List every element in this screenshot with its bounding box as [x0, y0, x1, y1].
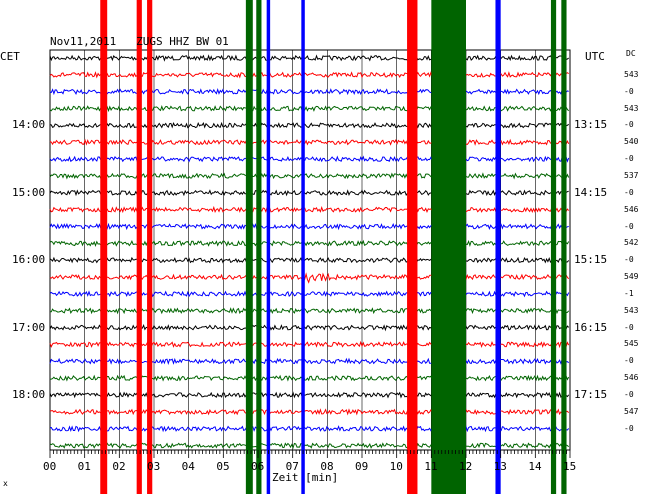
x-axis-label: Zeit [min] — [272, 471, 339, 484]
x-tick-label: 07 — [285, 460, 299, 473]
saturated-bands — [100, 0, 567, 494]
dc-value: -0 — [624, 187, 634, 197]
trace-line — [49, 256, 570, 264]
x-axis-ticks — [49, 450, 571, 458]
left-timezone-label: CET — [0, 50, 20, 63]
dc-value: -0 — [624, 356, 634, 366]
trace-line — [49, 425, 570, 433]
trace-line — [49, 272, 570, 284]
right-time-label: 17:15 — [574, 388, 608, 401]
x-tick-label: 10 — [389, 460, 403, 473]
x-tick-label: 14 — [528, 460, 542, 473]
saturated-band — [147, 0, 153, 494]
x-tick-label: 09 — [355, 460, 369, 473]
saturated-band — [301, 0, 305, 494]
right-time-label: 13:15 — [574, 118, 608, 132]
saturated-band — [407, 0, 418, 494]
trace-line — [49, 357, 570, 366]
chart-title: Nov11,2011 ZUGS HHZ BW 01 — [50, 35, 229, 48]
dc-value: 537 — [624, 170, 639, 180]
x-tick-label: 12 — [459, 460, 473, 473]
dc-value: 547 — [624, 406, 639, 416]
dc-value: -0 — [624, 221, 634, 231]
x-tick-label: 04 — [181, 460, 195, 473]
trace-line — [49, 340, 570, 349]
saturated-band — [256, 0, 262, 494]
right-time-label: 15:15 — [574, 253, 608, 267]
saturated-band — [431, 0, 466, 494]
trace-line — [49, 442, 570, 450]
dc-value: 542 — [624, 238, 639, 248]
saturated-band — [245, 0, 253, 494]
x-tick-label: 03 — [147, 460, 161, 473]
x-tick-label: 02 — [112, 460, 126, 473]
saturated-band — [495, 0, 501, 494]
trace-line — [49, 71, 569, 79]
left-time-label: 17:00 — [12, 320, 46, 334]
x-tick-label: 08 — [320, 460, 334, 473]
trace-line — [49, 290, 570, 298]
dc-value: -0 — [624, 322, 634, 332]
dc-value: 546 — [624, 373, 639, 383]
dc-value: 543 — [624, 69, 639, 79]
trace-line — [49, 138, 570, 146]
saturated-band — [550, 0, 557, 494]
trace-line — [49, 374, 570, 382]
trace-line — [49, 189, 569, 197]
dc-value: -0 — [624, 390, 634, 399]
trace-line — [49, 121, 570, 129]
seismic-traces — [49, 54, 570, 450]
x-tick-label: 13 — [493, 460, 507, 473]
saturated-band — [136, 0, 142, 494]
left-time-label: 18:00 — [12, 388, 46, 401]
right-timezone-label: UTC — [585, 50, 605, 63]
dc-value: 545 — [624, 339, 639, 349]
trace-line — [49, 205, 570, 214]
left-time-label: 15:00 — [12, 185, 46, 199]
trace-line — [49, 408, 570, 416]
dc-value: 540 — [624, 137, 639, 147]
right-time-label: 14:15 — [574, 185, 608, 199]
dc-value: 549 — [624, 272, 639, 282]
dc-value: 543 — [624, 305, 639, 315]
trace-line — [49, 239, 570, 248]
trace-line — [49, 324, 570, 332]
dc-value: -0 — [624, 86, 634, 96]
corner-mark: x — [3, 479, 8, 488]
trace-line — [49, 222, 569, 231]
trace-line — [49, 172, 570, 180]
saturated-band — [100, 0, 108, 494]
dc-value: 543 — [624, 103, 639, 113]
dc-value: -0 — [624, 154, 634, 164]
trace-line — [49, 88, 569, 96]
x-tick-label: 00 — [43, 460, 57, 473]
dc-header-label: DC — [626, 49, 636, 58]
saturated-band — [266, 0, 271, 494]
dc-value: -0 — [624, 120, 634, 130]
dc-value: -0 — [624, 423, 634, 433]
dc-value: -0 — [624, 255, 634, 265]
dc-value: 546 — [624, 204, 639, 214]
right-time-label: 16:15 — [574, 320, 608, 334]
x-tick-label: 15 — [563, 460, 577, 473]
x-tick-label: 05 — [216, 460, 230, 473]
x-tick-label: 01 — [77, 460, 91, 473]
trace-line — [49, 391, 570, 399]
trace-line — [50, 307, 570, 315]
saturated-band — [561, 0, 567, 494]
left-time-label: 16:00 — [12, 253, 46, 267]
trace-line — [49, 104, 570, 113]
x-tick-label: 11 — [424, 460, 438, 473]
trace-line — [49, 54, 570, 62]
x-tick-label: 06 — [251, 460, 265, 473]
trace-line — [49, 155, 570, 163]
dc-value: -1 — [624, 288, 634, 298]
left-time-label: 14:00 — [12, 118, 46, 132]
